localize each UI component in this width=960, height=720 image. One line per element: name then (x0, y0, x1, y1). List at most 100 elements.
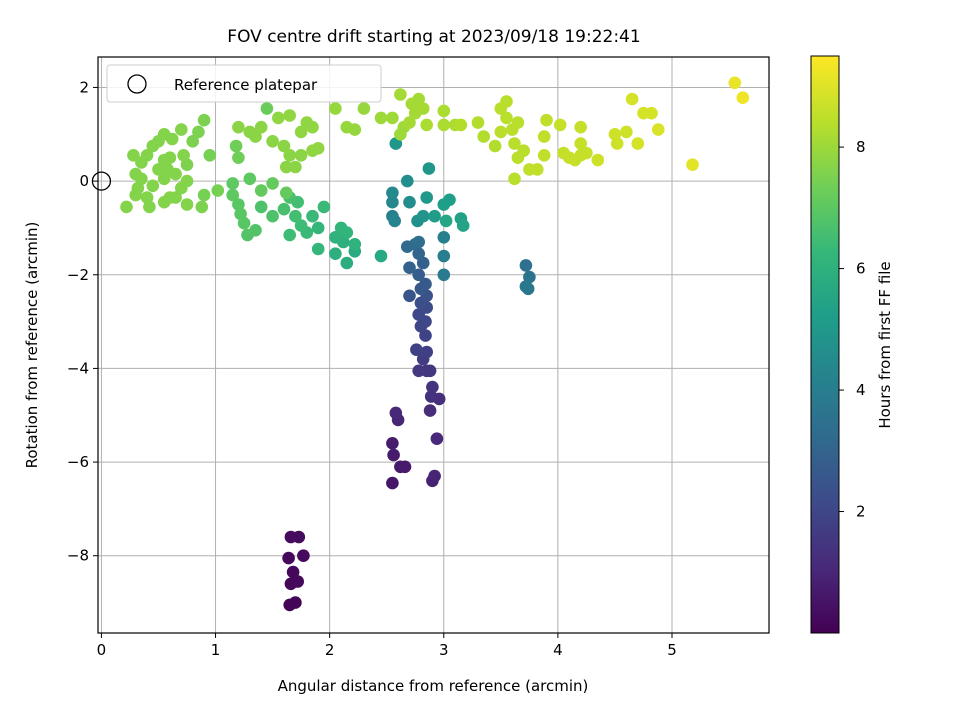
data-point (574, 120, 587, 134)
data-point (386, 195, 399, 209)
data-point (283, 109, 297, 122)
data-point (398, 460, 412, 474)
data-point (374, 111, 388, 125)
data-point (232, 120, 245, 134)
data-point (266, 209, 279, 223)
x-tick-label: 0 (97, 641, 107, 659)
data-point (430, 432, 444, 446)
data-point (197, 113, 211, 127)
data-point (620, 125, 633, 139)
data-point (420, 118, 434, 132)
data-point (728, 76, 742, 90)
data-point (260, 102, 274, 115)
data-point (280, 186, 293, 200)
data-point (329, 231, 342, 244)
data-point (437, 268, 451, 282)
reference-point-marker (91, 171, 112, 191)
data-point (386, 476, 399, 490)
data-point (508, 137, 521, 150)
data-point (195, 200, 209, 214)
data-point (386, 437, 399, 450)
data-point (192, 125, 205, 139)
data-point (280, 160, 293, 174)
data-point (289, 209, 302, 223)
data-point (277, 202, 291, 216)
data-point (420, 191, 434, 204)
data-point (357, 102, 371, 115)
data-point (437, 104, 451, 118)
y-tick-label: −2 (67, 266, 89, 284)
data-point (508, 172, 521, 186)
colorbar-ticks: 2 4 6 8 (839, 138, 866, 521)
data-point (419, 277, 432, 291)
data-point (140, 191, 154, 204)
data-point (140, 149, 154, 162)
y-tick-label: −6 (67, 453, 89, 471)
data-point (500, 111, 513, 125)
data-point (311, 221, 325, 235)
data-point (292, 530, 306, 544)
data-point (500, 95, 513, 108)
data-point (282, 551, 295, 565)
x-tick-label: 2 (325, 641, 335, 659)
data-point (329, 247, 342, 260)
data-point (454, 118, 468, 132)
data-point (401, 240, 414, 253)
data-point (226, 177, 239, 190)
data-point (340, 256, 354, 270)
data-point (211, 184, 225, 197)
data-point (625, 92, 639, 106)
data-point (177, 149, 190, 162)
y-tick-label: −4 (67, 359, 89, 377)
data-point (306, 209, 319, 223)
data-point (289, 160, 302, 174)
y-axis-label: Rotation from reference (arcmin) (23, 222, 41, 469)
data-point (553, 118, 567, 132)
data-point (428, 469, 441, 483)
chart-title: FOV centre drift starting at 2023/09/18 … (227, 27, 640, 47)
data-point (120, 200, 133, 214)
data-point (277, 139, 291, 153)
data-point (175, 181, 188, 195)
data-point (266, 177, 279, 190)
colorbar-tick-label: 6 (856, 260, 866, 278)
data-point (297, 549, 310, 562)
data-point (283, 228, 297, 242)
data-point (423, 364, 437, 378)
data-point (437, 118, 451, 132)
legend-box (106, 64, 382, 103)
data-point (403, 195, 416, 209)
legend: Reference platepar (106, 64, 382, 103)
reference-point-layer (91, 171, 112, 191)
data-point (161, 163, 174, 176)
data-point (229, 139, 243, 153)
data-point (197, 188, 211, 202)
data-point (686, 158, 699, 171)
data-point (424, 390, 438, 403)
data-point (294, 125, 308, 139)
data-point (403, 289, 416, 303)
data-point (286, 565, 300, 579)
data-point (412, 235, 426, 249)
data-point (311, 242, 325, 256)
data-point (291, 575, 305, 588)
data-point (348, 123, 362, 136)
data-point (157, 195, 171, 209)
data-point (131, 181, 145, 195)
x-tick-label: 1 (211, 641, 221, 659)
data-point (494, 125, 508, 139)
data-point (127, 149, 140, 162)
data-point (294, 219, 308, 232)
data-point (388, 214, 402, 228)
data-point (456, 219, 470, 232)
y-tick-label: 0 (79, 172, 89, 190)
data-point (266, 135, 279, 148)
data-point (443, 193, 456, 207)
data-point (226, 188, 239, 202)
data-point (334, 221, 348, 235)
y-tick-label: 2 (79, 78, 89, 96)
grid-lines (98, 57, 769, 633)
data-point (437, 231, 451, 244)
data-point (241, 228, 254, 242)
